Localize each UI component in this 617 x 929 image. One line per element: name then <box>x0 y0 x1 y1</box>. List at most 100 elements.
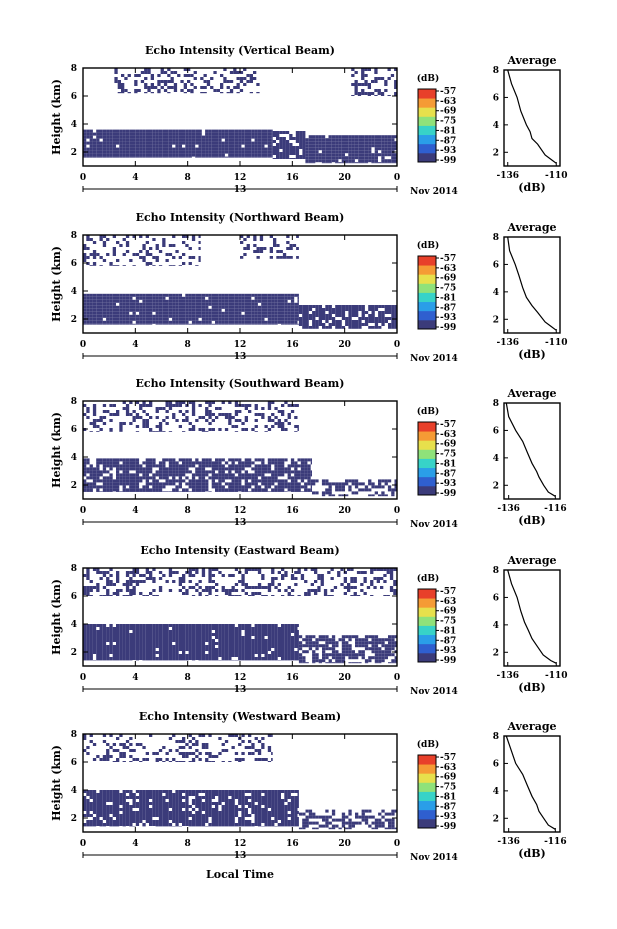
echo-cell <box>274 302 278 306</box>
echo-cell <box>259 238 264 241</box>
echo-cell <box>221 642 225 645</box>
echo-cell <box>228 132 232 136</box>
echo-cell <box>172 636 176 639</box>
echo-cell <box>165 147 169 151</box>
echo-cell <box>231 458 235 462</box>
echo-cell <box>132 624 136 627</box>
echo-cell <box>135 633 140 636</box>
echo-cell <box>149 317 153 321</box>
echo-cell <box>142 147 146 151</box>
echo-cell <box>228 413 232 416</box>
echo-cell <box>315 314 319 317</box>
echo-cell <box>203 80 207 83</box>
echo-cell <box>175 147 179 151</box>
echo-cell <box>228 299 232 303</box>
echo-cell <box>191 129 196 133</box>
echo-cell <box>135 141 140 145</box>
echo-cell <box>157 74 161 77</box>
echo-cell <box>241 790 245 793</box>
echo-cell <box>297 317 299 321</box>
echo-cell <box>384 147 388 151</box>
echo-cell <box>135 583 140 586</box>
echo-cell <box>254 464 258 468</box>
average-frame <box>503 69 561 167</box>
echo-cell <box>244 630 248 633</box>
echo-cell <box>231 627 235 630</box>
echo-cell <box>158 636 163 639</box>
echo-cell <box>284 624 288 627</box>
avg-y-tick-label: 6 <box>493 93 499 103</box>
echo-cell <box>191 491 196 492</box>
echo-cell <box>234 458 239 462</box>
echo-cell <box>328 488 332 492</box>
echo-cell <box>132 147 136 151</box>
echo-cell <box>331 662 336 664</box>
echo-cell <box>221 135 225 139</box>
echo-cell <box>109 790 113 793</box>
echo-cell <box>267 639 272 642</box>
echo-cell <box>149 253 153 256</box>
echo-cell <box>374 317 379 320</box>
echo-cell <box>162 648 166 651</box>
echo-cell <box>205 470 209 474</box>
echo-cell <box>182 419 186 422</box>
echo-cell <box>142 476 146 480</box>
echo-cell <box>198 467 202 471</box>
echo-cell <box>135 431 140 432</box>
average-title: Average <box>506 221 556 234</box>
echo-cell <box>272 158 276 159</box>
echo-cell <box>261 467 265 471</box>
echo-cell <box>310 458 312 462</box>
echo-cell <box>96 302 100 306</box>
echo-cell <box>201 657 206 660</box>
echo-cell <box>83 129 87 133</box>
echo-cell <box>188 317 192 321</box>
echo-cell <box>351 650 355 654</box>
echo-cell <box>282 155 286 158</box>
echo-cell <box>261 630 265 633</box>
echo-cell <box>312 314 316 317</box>
echo-cell <box>267 401 272 404</box>
echo-cell <box>135 485 140 489</box>
echo-cell <box>381 485 385 489</box>
echo-cell <box>371 138 375 142</box>
echo-cell <box>125 323 130 325</box>
echo-cell <box>83 323 87 325</box>
echo-cell <box>224 624 229 627</box>
echo-cell <box>254 323 258 325</box>
echo-cell <box>318 662 322 664</box>
echo-cell <box>318 311 322 314</box>
echo-cell <box>190 89 194 92</box>
echo-cell <box>224 648 229 651</box>
echo-cell <box>112 147 116 151</box>
echo-cell <box>168 571 173 574</box>
echo-cell <box>119 129 123 133</box>
echo-cell <box>86 648 90 651</box>
echo-cell <box>312 323 316 326</box>
echo-cell <box>201 147 206 151</box>
echo-cell <box>271 129 273 133</box>
echo-cell <box>387 150 392 154</box>
echo-cell <box>317 586 321 589</box>
echo-cell <box>208 633 212 636</box>
echo-cell <box>302 311 306 314</box>
echo-cell <box>172 135 176 139</box>
echo-cell <box>287 482 291 486</box>
echo-cell <box>251 568 255 571</box>
echo-cell <box>162 470 166 474</box>
echo-cell <box>86 461 90 465</box>
echo-cell <box>119 630 123 633</box>
echo-cell <box>381 659 385 663</box>
echo-cell <box>357 83 362 86</box>
echo-cell <box>191 630 196 633</box>
echo-cell <box>158 476 163 480</box>
echo-cell <box>119 431 123 432</box>
echo-cell <box>145 645 149 648</box>
echo-cell <box>99 141 103 145</box>
echo-cell <box>165 150 169 154</box>
echo-cell <box>129 657 133 660</box>
echo-cell <box>112 627 116 630</box>
echo-cell <box>211 302 215 306</box>
echo-cell <box>361 488 365 492</box>
echo-cell <box>172 305 176 309</box>
